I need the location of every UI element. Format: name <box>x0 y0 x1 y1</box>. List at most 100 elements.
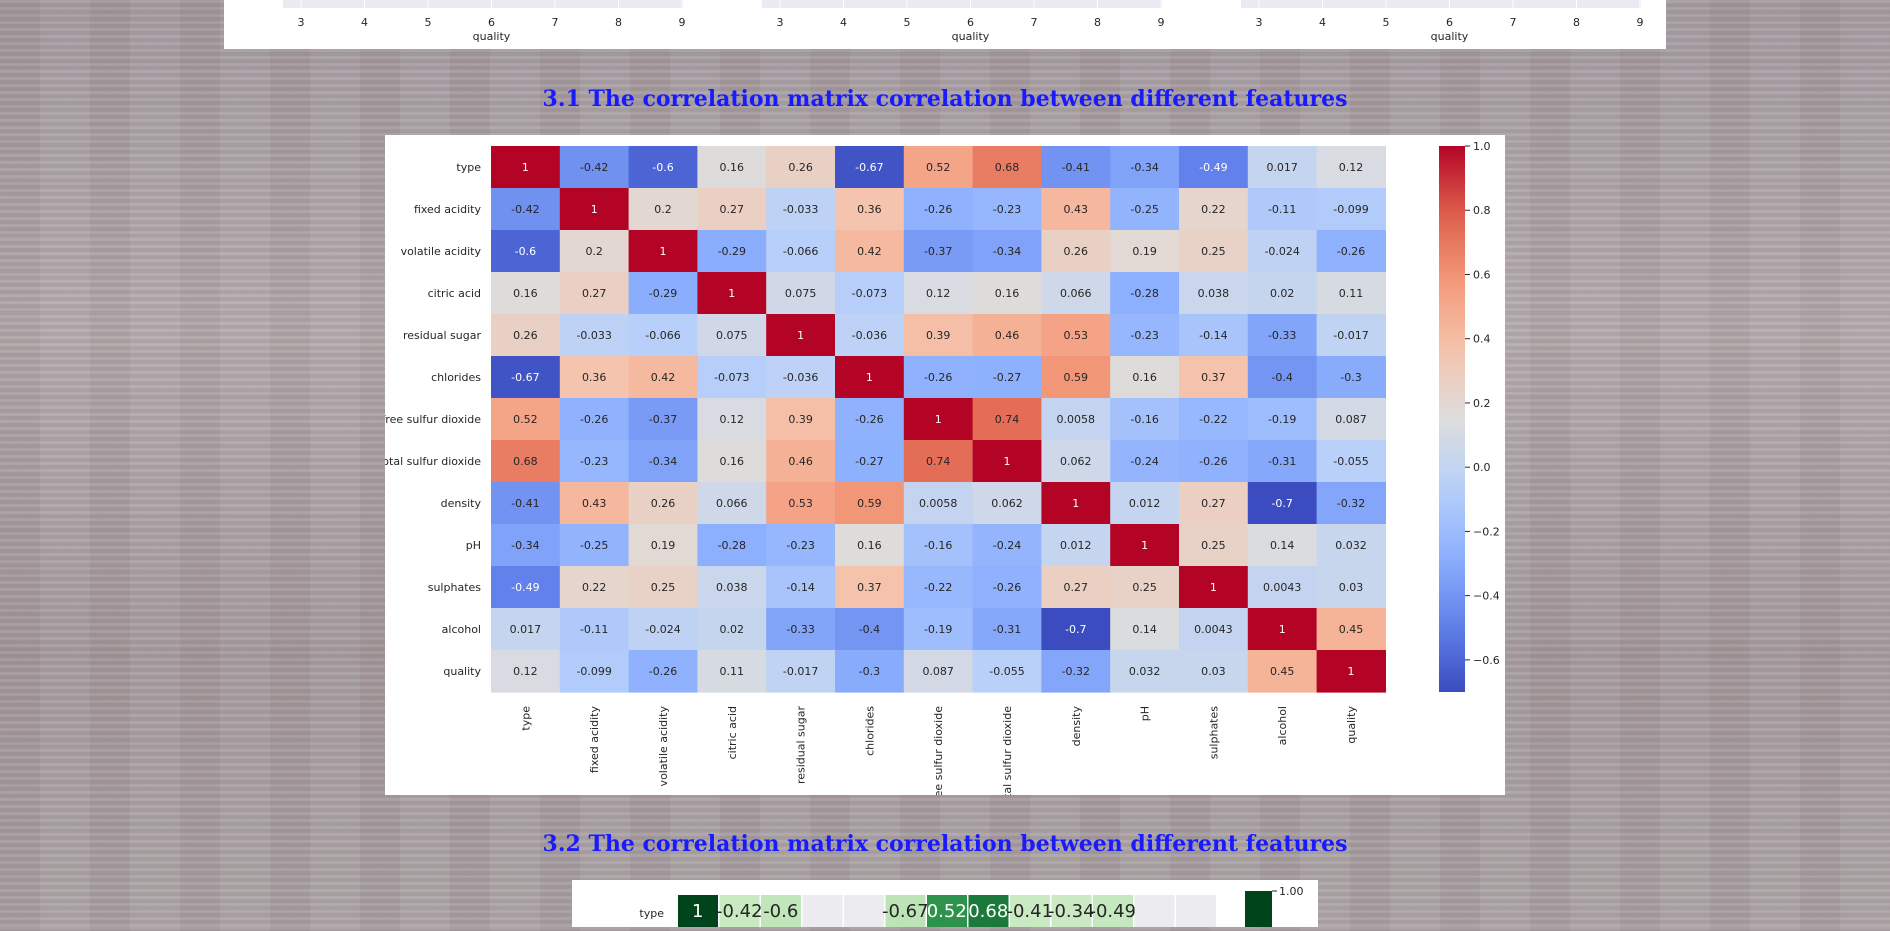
heatmap-cell-label: -0.26 <box>993 581 1021 594</box>
heatmap-cell-label: 0.2 <box>585 245 603 258</box>
heatmap-cell-label: -0.29 <box>649 287 677 300</box>
heatmap-cell-label: -0.26 <box>1199 455 1227 468</box>
greens-heatmap-panel: 1 -0.42 -0.6 -0.67 0.52 0.68 -0.41 -0.34 -0.49 ty… <box>572 880 1318 927</box>
heatmap-cell-label: -0.23 <box>580 455 608 468</box>
heatmap-column-label: alcohol <box>1276 706 1289 745</box>
heatmap-cell-label: 0.45 <box>1339 623 1364 636</box>
heatmap-cell-label: -0.34 <box>1130 161 1158 174</box>
heatmap-cell <box>1316 230 1386 273</box>
heatmap-cell-label: 0.36 <box>857 203 882 216</box>
heatmap-cell-label: 0.062 <box>991 497 1023 510</box>
heatmap-cell <box>1179 398 1249 441</box>
heatmap-cell <box>559 230 630 273</box>
greens-cell <box>927 895 967 927</box>
heatmap-cell-label: -0.24 <box>993 539 1021 552</box>
heatmap-cell-label: 0.02 <box>1270 287 1295 300</box>
heatmap-cell-label: -0.41 <box>511 497 539 510</box>
heatmap-cell-label: -0.099 <box>1333 203 1368 216</box>
heatmap-cell <box>559 608 630 651</box>
heatmap-cell-label: 0.46 <box>788 455 813 468</box>
heatmap-cell-label: 0.26 <box>651 497 676 510</box>
heatmap-cell-label: 1 <box>1141 539 1148 552</box>
heatmap-cell-label: 0.43 <box>582 497 607 510</box>
heatmap-cell <box>1041 230 1111 273</box>
greens-cell <box>678 895 718 927</box>
heatmap-cell <box>835 398 905 441</box>
heatmap-cell <box>1110 188 1180 231</box>
greens-cell <box>1134 895 1175 927</box>
top-tick-label: 9 <box>679 16 686 29</box>
heatmap-cell-label: -0.26 <box>924 371 952 384</box>
colorbar-tick-label: 0.2 <box>1473 397 1491 410</box>
heatmap-cell <box>972 524 1042 567</box>
heatmap-row-label: alcohol <box>442 623 481 636</box>
heatmap-cell-label: -0.67 <box>511 371 539 384</box>
heatmap-cell <box>559 650 630 693</box>
heatmap-cell-label: -0.27 <box>855 455 883 468</box>
heatmap-cell-label: 0.22 <box>582 581 607 594</box>
heatmap-cell-label: 0.27 <box>720 203 745 216</box>
heatmap-cell-label: -0.34 <box>993 245 1021 258</box>
heatmap-cell-label: 0.032 <box>1335 539 1367 552</box>
heatmap-cell <box>972 650 1042 693</box>
heatmap-cell-label: 1 <box>935 413 942 426</box>
heatmap-cell <box>1110 482 1180 525</box>
heatmap-cell <box>628 188 698 231</box>
heatmap-cell-label: -0.32 <box>1337 497 1365 510</box>
heatmap-cell <box>559 314 630 357</box>
heatmap-cell <box>1041 356 1111 399</box>
heatmap-cell-label: 0.14 <box>1132 623 1157 636</box>
heatmap-cell-label: 0.03 <box>1201 665 1226 678</box>
heatmap-cell <box>835 314 905 357</box>
greens-row-label: type <box>639 907 664 920</box>
heatmap-cell-label: 0.11 <box>1339 287 1364 300</box>
heatmap-cell <box>491 482 561 525</box>
heatmap-cell <box>559 482 630 525</box>
heatmap-cell-label: 0.0058 <box>919 497 958 510</box>
heatmap-cell-label: -0.073 <box>852 287 887 300</box>
heatmap-cell <box>1041 608 1111 651</box>
heatmap-cell <box>1247 398 1318 441</box>
heatmap-cell <box>1179 440 1249 483</box>
heatmap-cell <box>835 608 905 651</box>
greens-cell <box>719 895 760 927</box>
colorbar-tick-label: 0.4 <box>1473 333 1491 346</box>
heatmap-cell <box>697 608 767 651</box>
heatmap-cell-label: -0.033 <box>576 329 611 342</box>
heatmap-cell <box>1110 650 1180 693</box>
correlation-heatmap: 1 -0.42 -0.6 0.16 0.26 -0.67 0.52 0.68 -0.41 -0.3… <box>378 140 1500 809</box>
heatmap-cell <box>1316 188 1386 231</box>
heatmap-cell-label: -0.34 <box>511 539 539 552</box>
heatmap-cell <box>1247 566 1318 609</box>
heatmap-cell <box>559 440 630 483</box>
heatmap-row-label: type <box>456 161 481 174</box>
heatmap-cell <box>1041 440 1111 483</box>
heatmap-cell <box>1316 566 1386 609</box>
heatmap-cell-label: -0.42 <box>580 161 608 174</box>
top-xlabel: quality <box>952 30 990 43</box>
heatmap-cell <box>1110 272 1180 315</box>
top-tick-label: 4 <box>840 16 847 29</box>
heatmap-cell-label: -0.7 <box>1065 623 1086 636</box>
heatmap-cell <box>559 272 630 315</box>
heatmap-cell-label: 0.03 <box>1339 581 1364 594</box>
top-xlabel: quality <box>1431 30 1469 43</box>
heatmap-cell-label: -0.033 <box>783 203 818 216</box>
top-tick-label: 3 <box>1256 16 1263 29</box>
heatmap-cell <box>559 398 630 441</box>
heatmap-cell <box>1041 566 1111 609</box>
heatmap-cell <box>1110 524 1180 567</box>
heatmap-cell-label: -0.055 <box>1333 455 1368 468</box>
greens-cell-label: 0.52 <box>927 901 967 922</box>
heatmap-cell-label: 0.087 <box>1335 413 1367 426</box>
heatmap-cell <box>559 524 630 567</box>
heatmap-cell-label: 0.032 <box>1129 665 1161 678</box>
heatmap-row-label: sulphates <box>428 581 482 594</box>
heatmap-cell <box>1179 230 1249 273</box>
greens-cell <box>885 895 926 927</box>
colorbar-tick-label: 0.8 <box>1473 204 1491 217</box>
heatmap-cell-label: 0.19 <box>1132 245 1157 258</box>
greens-cell <box>1176 895 1216 927</box>
heatmap-cell <box>1110 146 1180 189</box>
top-tick-label: 3 <box>298 16 305 29</box>
